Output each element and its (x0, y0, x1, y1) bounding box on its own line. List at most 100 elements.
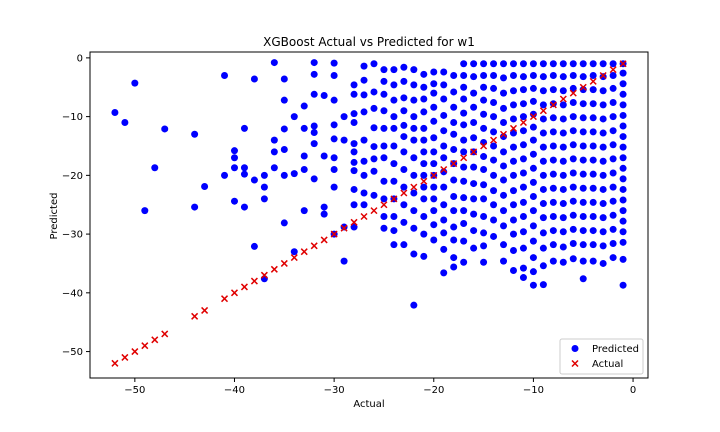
predicted-point (490, 171, 498, 179)
actual-point (599, 71, 607, 80)
predicted-point (599, 228, 607, 236)
predicted-point (420, 230, 428, 238)
predicted-point (430, 236, 438, 244)
predicted-point (609, 113, 617, 121)
y-tick-label: −20 (62, 171, 83, 182)
predicted-point (519, 73, 527, 81)
predicted-point (410, 66, 418, 74)
predicted-point (370, 143, 378, 151)
predicted-point (589, 227, 597, 235)
predicted-point (569, 99, 577, 107)
predicted-point (500, 148, 508, 156)
predicted-point (599, 87, 607, 95)
predicted-point (539, 229, 547, 237)
predicted-point (509, 115, 517, 123)
predicted-point (420, 160, 428, 168)
predicted-point (480, 83, 488, 91)
actual-point (519, 118, 527, 127)
predicted-point (500, 191, 508, 199)
predicted-point (390, 241, 398, 249)
predicted-point (619, 101, 627, 109)
predicted-point (539, 73, 547, 81)
predicted-point (390, 177, 398, 185)
predicted-point (539, 115, 547, 123)
predicted-point (539, 129, 547, 137)
predicted-point (121, 118, 129, 126)
predicted-point (250, 75, 258, 83)
predicted-point (360, 136, 368, 144)
predicted-point (599, 259, 607, 267)
predicted-point (500, 176, 508, 184)
actual-point (460, 154, 468, 162)
predicted-point (390, 124, 398, 132)
predicted-point (380, 107, 388, 115)
predicted-point (599, 60, 607, 68)
predicted-point (619, 175, 627, 183)
predicted-point (470, 180, 478, 188)
predicted-point (390, 96, 398, 104)
predicted-point (619, 238, 627, 246)
predicted-point (370, 60, 378, 68)
predicted-point (470, 73, 478, 81)
legend-box (559, 338, 644, 375)
actual-point (490, 136, 498, 144)
predicted-point (579, 73, 587, 81)
predicted-point (589, 100, 597, 108)
predicted-point (430, 117, 438, 125)
predicted-point (539, 200, 547, 208)
predicted-point (480, 110, 488, 118)
actual-point (529, 113, 537, 121)
y-tick-label: 0 (77, 53, 83, 64)
predicted-point (609, 84, 617, 92)
predicted-point (430, 148, 438, 156)
predicted-point (549, 156, 557, 164)
predicted-point (450, 263, 458, 271)
x-axis-label: Actual (353, 399, 384, 410)
actual-point (240, 283, 248, 291)
actual-point (619, 60, 627, 68)
predicted-point (529, 150, 537, 158)
plot-area (111, 59, 627, 367)
predicted-point (500, 104, 508, 112)
predicted-point (569, 127, 577, 135)
legend-marker-actual (571, 359, 579, 368)
predicted-point (470, 118, 478, 126)
predicted-point (240, 170, 248, 178)
predicted-point (589, 198, 597, 206)
predicted-point (470, 244, 478, 252)
predicted-point (460, 71, 468, 79)
predicted-point (270, 136, 278, 144)
x-tick-label: −10 (523, 385, 544, 396)
predicted-point (529, 123, 537, 131)
predicted-point (440, 154, 448, 162)
predicted-point (420, 70, 428, 78)
predicted-point (320, 210, 328, 218)
predicted-point (490, 60, 498, 68)
predicted-point (380, 224, 388, 232)
predicted-point (599, 214, 607, 222)
predicted-point (420, 195, 428, 203)
predicted-point (519, 228, 527, 236)
predicted-point (589, 184, 597, 192)
predicted-point (131, 79, 139, 87)
predicted-point (330, 96, 338, 104)
actual-point (260, 271, 268, 279)
actual-point (589, 77, 597, 85)
predicted-point (290, 248, 298, 256)
predicted-point (330, 71, 338, 79)
predicted-point (410, 207, 418, 215)
predicted-point (450, 71, 458, 79)
actual-point (420, 177, 428, 185)
predicted-point (340, 136, 348, 144)
predicted-point (559, 185, 567, 193)
predicted-point (460, 136, 468, 144)
predicted-point (539, 281, 547, 289)
predicted-point (450, 207, 458, 215)
predicted-point (599, 101, 607, 109)
predicted-point (579, 198, 587, 206)
predicted-point (519, 100, 527, 108)
predicted-point (589, 212, 597, 220)
predicted-point (330, 183, 338, 191)
predicted-point (539, 87, 547, 95)
predicted-point (599, 171, 607, 179)
